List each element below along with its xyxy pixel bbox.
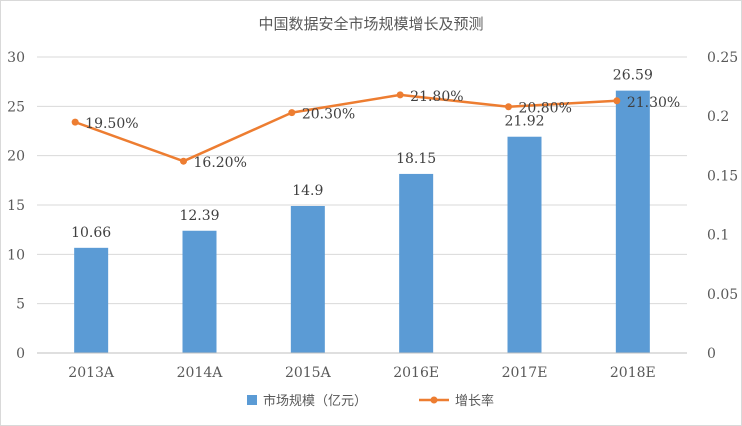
grid-layer bbox=[37, 56, 687, 305]
bar bbox=[182, 230, 217, 353]
line-data-label: 16.20% bbox=[194, 155, 247, 171]
line-layer bbox=[71, 91, 621, 165]
bar-layer bbox=[74, 90, 650, 354]
growth-line bbox=[74, 93, 617, 163]
bar bbox=[507, 136, 542, 353]
y-left-tick-label: 5 bbox=[16, 297, 25, 313]
x-tick-label: 2018E bbox=[610, 365, 656, 381]
bar bbox=[74, 247, 109, 353]
y-left-tick-label: 20 bbox=[7, 149, 25, 165]
line-data-label: 21.80% bbox=[410, 89, 463, 105]
line-point bbox=[71, 118, 79, 126]
legend-bar-label: 市场规模（亿元） bbox=[263, 393, 367, 409]
legend-bar-swatch bbox=[247, 395, 257, 405]
y-left-tick-label: 15 bbox=[7, 198, 25, 214]
y-left-tick-label: 0 bbox=[16, 346, 25, 362]
y-left-tick-label: 30 bbox=[7, 50, 25, 66]
x-tick-label: 2013A bbox=[68, 365, 115, 381]
label-layer: 10.66 12.39 14.9 18.15 21.92 26.59 19.50% 16.20… bbox=[71, 68, 680, 241]
y-right-tick-label: 0.05 bbox=[707, 287, 738, 303]
line-point bbox=[396, 91, 404, 99]
y-right-tick-label: 0 bbox=[707, 346, 716, 362]
bar bbox=[615, 90, 650, 354]
legend-line-label: 增长率 bbox=[455, 393, 494, 409]
line-point bbox=[613, 97, 621, 105]
line-data-label: 20.30% bbox=[302, 107, 355, 123]
bar-data-label: 18.15 bbox=[396, 151, 436, 167]
legend-line-marker bbox=[430, 396, 438, 404]
y-right-tick-label: 0.15 bbox=[707, 168, 738, 184]
bar-data-label: 14.9 bbox=[292, 183, 323, 199]
y-right-tick-label: 0.1 bbox=[707, 228, 729, 244]
x-tick-label: 2017E bbox=[502, 365, 548, 381]
x-tick-label: 2014A bbox=[177, 365, 224, 381]
line-data-label: 19.50% bbox=[85, 116, 138, 132]
y-right-tick-label: 0.25 bbox=[707, 50, 738, 66]
line-data-label: 21.30% bbox=[627, 95, 680, 111]
line-point bbox=[180, 157, 187, 165]
bar-data-label: 10.66 bbox=[71, 225, 111, 241]
line-point bbox=[505, 103, 512, 111]
axis-layer: 0 5 10 15 20 25 30 0 0.05 0.1 0.15 0.2 0.25 2013A 2014… bbox=[7, 50, 738, 381]
bar-data-label: 26.59 bbox=[613, 68, 653, 84]
bar-data-label: 12.39 bbox=[179, 208, 219, 224]
x-tick-label: 2015A bbox=[285, 365, 332, 381]
y-right-tick-label: 0.2 bbox=[707, 109, 729, 125]
line-point bbox=[288, 109, 296, 117]
line-data-label: 20.80% bbox=[519, 101, 572, 117]
legend: 市场规模（亿元） 增长率 bbox=[247, 393, 494, 409]
y-left-tick-label: 25 bbox=[7, 99, 25, 115]
bar bbox=[290, 205, 325, 353]
x-tick-label: 2016E bbox=[393, 365, 439, 381]
bar bbox=[399, 173, 434, 353]
y-left-tick-label: 10 bbox=[7, 247, 25, 263]
chart-title: 中国数据安全市场规模增长及预测 bbox=[258, 15, 483, 33]
bar-data-label: 21.92 bbox=[504, 114, 544, 130]
